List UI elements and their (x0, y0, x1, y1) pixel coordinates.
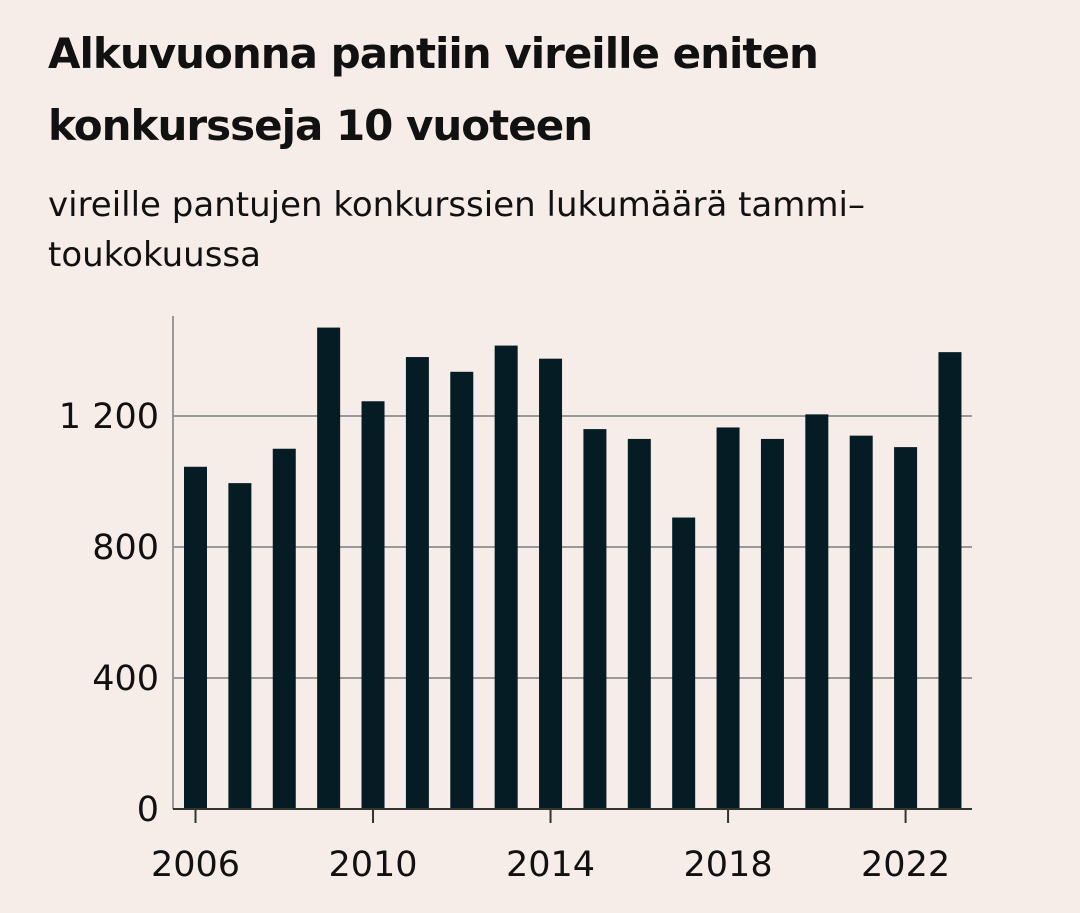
bar-2007 (228, 483, 252, 809)
bar-2015 (583, 429, 607, 809)
bar-2019 (760, 438, 784, 809)
chart-subtitle: vireille pantujen konkurssien lukumäärä … (48, 185, 865, 275)
bar-2008 (272, 448, 296, 809)
bar-2010 (361, 401, 385, 809)
y-tick-label: 400 (92, 659, 159, 699)
bar-2018 (716, 427, 740, 809)
bar-2017 (672, 517, 696, 809)
bar-2006 (184, 466, 207, 809)
bar-2022 (894, 447, 918, 809)
y-tick-label: 0 (137, 790, 159, 830)
x-tick-label: 2014 (506, 845, 595, 885)
bar-2014 (539, 358, 563, 809)
y-tick-label: 1 200 (59, 397, 159, 437)
bar-2016 (627, 438, 651, 809)
chart-title: Alkuvuonna pantiin vireille eniten konku… (48, 29, 819, 150)
bar-2020 (805, 414, 829, 809)
x-tick-label: 2006 (151, 845, 240, 885)
x-tick-label: 2018 (684, 845, 773, 885)
bar-2021 (849, 435, 873, 809)
bar-2012 (450, 371, 474, 809)
bar-2009 (317, 327, 341, 809)
x-tick-label: 2010 (328, 845, 417, 885)
x-tick-label: 2022 (861, 845, 950, 885)
bar-2013 (494, 345, 518, 809)
y-tick-label: 800 (92, 528, 159, 568)
bar-2023 (938, 352, 962, 809)
bar-2011 (405, 357, 429, 809)
